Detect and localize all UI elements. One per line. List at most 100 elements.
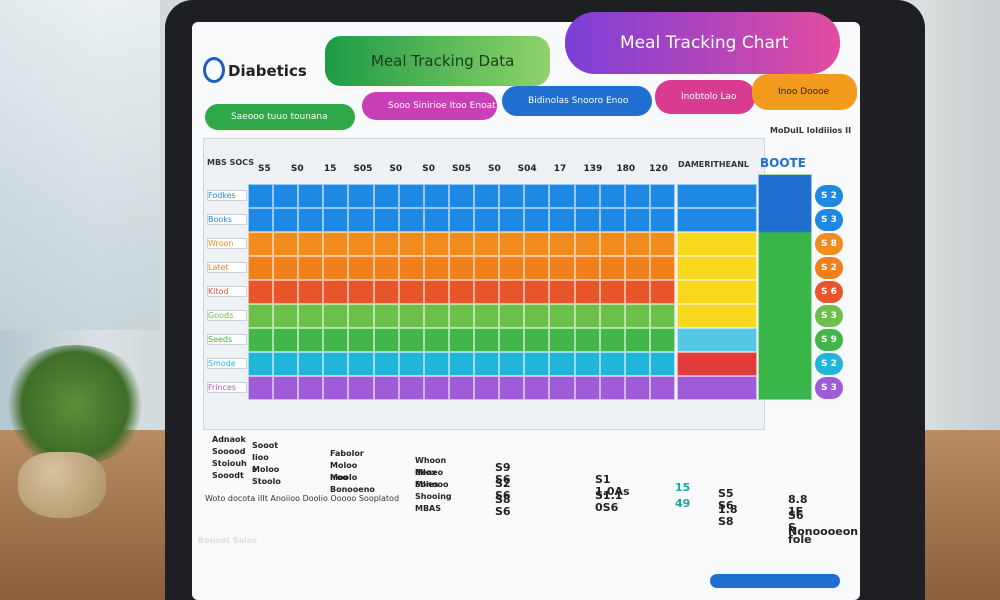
grid-cell <box>273 280 299 304</box>
grid-cell <box>599 184 625 208</box>
pill[interactable]: Saeooo tuuo tounana <box>205 104 355 130</box>
column-header: S0 <box>290 164 304 174</box>
footer-text: Adnaok <box>212 435 246 444</box>
grid-cell <box>423 328 449 352</box>
grid-cell <box>298 256 324 280</box>
logo-circle <box>203 57 225 83</box>
footer-text: S5 S6 <box>718 487 734 512</box>
grid-cell <box>524 328 550 352</box>
grid-cell <box>348 328 374 352</box>
grid-cell <box>423 256 449 280</box>
brand: Bonoot Salas <box>198 536 257 545</box>
grid-cell <box>649 208 675 232</box>
column-header: S5 <box>258 164 271 174</box>
plant-leaves <box>0 345 150 465</box>
tab-chart[interactable]: Meal Tracking Chart <box>565 12 840 74</box>
column-header: 120 <box>649 164 668 174</box>
grid-cell <box>549 352 575 376</box>
grid-cell <box>624 328 650 352</box>
grid-cell <box>323 352 349 376</box>
grid-cell <box>348 256 374 280</box>
grid-cell <box>549 184 575 208</box>
grid-cell <box>273 304 299 328</box>
wide-cell <box>677 232 757 256</box>
grid-cell <box>248 328 274 352</box>
grid-cell <box>273 352 299 376</box>
badge[interactable]: S 2 <box>815 353 843 375</box>
grid-cell <box>298 280 324 304</box>
grid-cell <box>398 256 424 280</box>
grid-cell <box>373 256 399 280</box>
grid-cell <box>574 328 600 352</box>
wide-cell <box>677 184 757 208</box>
grid-cell <box>298 304 324 328</box>
column-header: S05 <box>451 164 471 174</box>
badge[interactable]: S 3 <box>815 209 843 231</box>
pill[interactable]: Inoo Doooe <box>752 74 857 110</box>
grid-cell <box>599 376 625 400</box>
grid-cell <box>624 232 650 256</box>
grid-cell <box>448 208 475 232</box>
corner-note: MoDuIL IoIdiiios II <box>770 126 852 135</box>
grid-cell <box>549 304 575 328</box>
grid-cell <box>273 232 299 256</box>
grid-cell <box>398 232 424 256</box>
progress-bar <box>710 574 840 588</box>
grid-cell <box>448 232 475 256</box>
grid-cell <box>348 304 374 328</box>
wide-cell <box>677 256 757 280</box>
grid-cell <box>499 184 525 208</box>
grid-cell <box>599 208 625 232</box>
grid-cell <box>273 184 299 208</box>
column-header: S05 <box>353 164 373 174</box>
badge[interactable]: S 2 <box>815 185 843 207</box>
grid-cell <box>524 280 550 304</box>
footer-text: Iioo s <box>252 453 269 474</box>
badge[interactable]: S 9 <box>815 329 843 351</box>
grid-cell <box>323 280 349 304</box>
footer-text: 49 <box>675 497 691 510</box>
tab-data[interactable]: Meal Tracking Data <box>325 36 550 86</box>
grid-cell <box>599 280 625 304</box>
column-header: 17 <box>553 164 567 174</box>
grid-cell <box>474 376 500 400</box>
grid-cell <box>398 328 424 352</box>
grid-cell <box>348 184 374 208</box>
wide-header: DAMERITHEANL <box>678 160 749 169</box>
pill[interactable]: Inobtolo Lao <box>655 80 755 114</box>
grid-cell <box>474 232 500 256</box>
badge[interactable]: S 6 <box>815 281 843 303</box>
grid-cell <box>499 328 525 352</box>
column-header: S04 <box>517 164 537 174</box>
column-header: S0 <box>487 164 501 174</box>
grid-cell <box>298 208 324 232</box>
footer-text: Whoon Mlox <box>415 456 447 477</box>
footer-text: Nonoooeon <box>788 525 859 538</box>
badge[interactable]: S 3 <box>815 305 843 327</box>
grid-cell <box>323 328 349 352</box>
grid-cell <box>499 352 525 376</box>
grid-cell <box>448 352 475 376</box>
grid-cell <box>649 256 675 280</box>
badge[interactable]: S 8 <box>815 233 843 255</box>
grid-cell <box>373 376 399 400</box>
row-label: Smode <box>207 358 247 369</box>
wide-cell <box>677 280 757 304</box>
footer-text: Stoiouh <box>212 459 247 468</box>
grid-cell <box>649 232 675 256</box>
grid-cell <box>298 328 324 352</box>
grid-cell <box>373 280 399 304</box>
badge[interactable]: S 3 <box>815 377 843 399</box>
footer-text: S9 S6 <box>495 461 511 486</box>
footer-text: Sooot <box>252 441 279 450</box>
row-label: Wroon <box>207 238 247 249</box>
grid-cell <box>499 256 525 280</box>
badge[interactable]: S 2 <box>815 257 843 279</box>
pill[interactable]: Bidinolas Snooro Enoo <box>502 86 652 116</box>
grid-cell <box>549 256 575 280</box>
grid-cell <box>298 376 324 400</box>
grid-cell <box>624 280 650 304</box>
pill[interactable]: Sooo Sinirioe Itoo Enoat <box>362 92 497 120</box>
footer-text: Sooood <box>212 447 246 456</box>
grid-cell <box>624 376 650 400</box>
